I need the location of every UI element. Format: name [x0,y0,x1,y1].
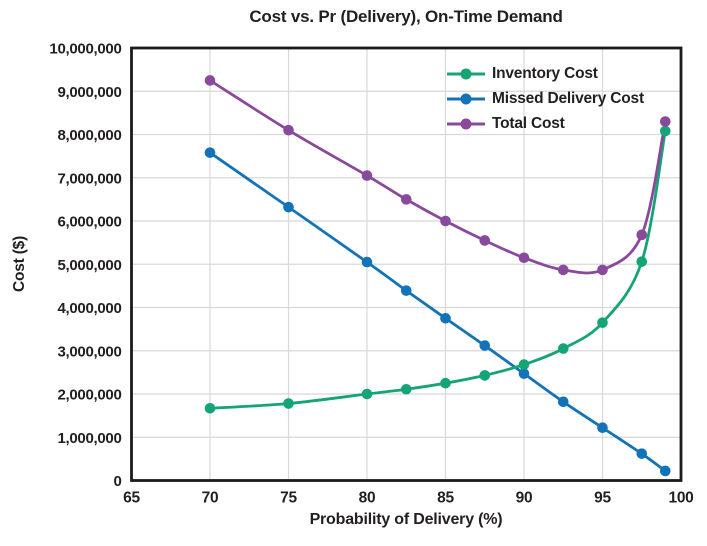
y-tick-label-5000000: 5,000,000 [57,257,121,274]
data-point-inventory-cost-99 [660,125,671,137]
data-point-total-cost-99 [660,116,671,127]
data-point-total-cost-95 [597,264,608,276]
x-tick-label-90: 90 [516,490,533,507]
chart-title: Cost vs. Pr (Delivery), On-Time Demand [249,7,563,26]
data-point-missed-delivery-cost-80 [361,256,373,268]
x-tick-label-70: 70 [202,490,219,507]
legend-label-total-cost: Total Cost [492,115,565,132]
data-point-total-cost-97.5 [636,229,648,241]
legend-line-marker-icon [447,93,485,105]
data-point-total-cost-92.5 [557,264,569,276]
data-point-inventory-cost-90 [518,359,530,370]
y-tick-label-9000000: 9,000,000 [57,84,121,101]
data-point-missed-delivery-cost-92.5 [557,396,569,408]
x-tick-label-100: 100 [669,490,694,507]
data-point-inventory-cost-75 [283,398,294,409]
data-point-inventory-cost-80 [361,388,373,400]
data-point-missed-delivery-cost-99 [660,465,671,477]
legend-item-missed-delivery-cost: Missed Delivery Cost [446,87,644,111]
data-point-missed-delivery-cost-87.5 [479,340,491,351]
y-tick-label-3000000: 3,000,000 [57,343,121,360]
y-tick-label-1000000: 1,000,000 [57,430,121,447]
plot-border [130,46,683,482]
data-point-total-cost-70 [204,75,216,86]
data-point-total-cost-87.5 [479,235,491,246]
x-tick-label-75: 75 [280,490,297,507]
legend-label-inventory-cost: Inventory Cost [492,65,598,82]
data-point-missed-delivery-cost-95 [597,422,608,434]
y-tick-label-10000000: 10,000,000 [49,41,121,58]
y-tick-label-4000000: 4,000,000 [57,300,121,317]
data-point-total-cost-75 [283,124,294,136]
data-point-inventory-cost-87.5 [479,370,491,381]
data-point-missed-delivery-cost-97.5 [636,448,648,459]
x-tick-label-95: 95 [594,490,611,507]
x-tick-label-85: 85 [437,490,454,507]
legend: Inventory Cost Missed Delivery Cost Tota… [446,62,644,136]
legend-item-inventory-cost: Inventory Cost [446,62,644,86]
legend-line-marker-icon [447,118,485,130]
x-tick-label-80: 80 [359,490,376,507]
data-point-missed-delivery-cost-85 [440,313,451,324]
data-point-missed-delivery-cost-75 [283,201,294,213]
data-point-inventory-cost-92.5 [557,343,569,354]
data-point-total-cost-82.5 [400,194,412,205]
data-point-missed-delivery-cost-70 [204,147,216,158]
legend-label-missed-delivery-cost: Missed Delivery Cost [492,90,644,107]
data-point-inventory-cost-95 [597,317,608,328]
y-tick-label-7000000: 7,000,000 [57,170,121,187]
series-line-inventory-cost [208,129,667,410]
series-line-missed-delivery-cost [208,151,667,473]
y-tick-label-8000000: 8,000,000 [57,127,121,144]
y-tick-label-2000000: 2,000,000 [57,387,121,404]
data-point-inventory-cost-85 [440,377,451,389]
y-tick-label-6000000: 6,000,000 [57,214,121,231]
data-point-total-cost-80 [361,170,373,181]
y-axis-label: Cost ($) [11,235,28,293]
data-point-missed-delivery-cost-82.5 [400,285,412,296]
data-point-total-cost-85 [440,215,451,227]
x-tick-label-65: 65 [123,490,140,507]
y-tick-label-0: 0 [113,473,121,490]
data-point-inventory-cost-82.5 [400,383,412,395]
legend-line-marker-icon [447,68,485,80]
data-point-total-cost-90 [518,252,530,264]
legend-item-total-cost: Total Cost [446,112,644,136]
data-point-inventory-cost-97.5 [636,256,648,267]
data-point-missed-delivery-cost-90 [518,368,530,379]
data-point-inventory-cost-70 [204,402,216,414]
x-axis-label: Probability of Delivery (%) [309,511,503,528]
